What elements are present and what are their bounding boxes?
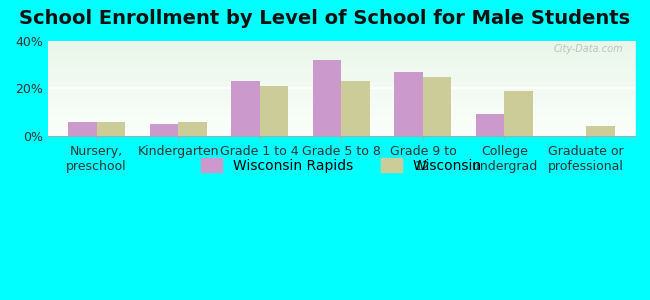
- Text: School Enrollment by Level of School for Male Students: School Enrollment by Level of School for…: [20, 9, 630, 28]
- Bar: [313, 60, 341, 136]
- Bar: [68, 122, 97, 136]
- Bar: [395, 72, 423, 136]
- Bar: [423, 76, 452, 136]
- Text: City-Data.com: City-Data.com: [554, 44, 623, 54]
- Bar: [586, 126, 615, 136]
- Bar: [231, 81, 260, 136]
- Bar: [178, 122, 207, 136]
- Bar: [150, 124, 178, 136]
- Bar: [260, 86, 289, 136]
- Bar: [341, 81, 370, 136]
- Bar: [504, 91, 533, 136]
- Bar: [97, 122, 125, 136]
- Bar: [476, 115, 504, 136]
- Legend: Wisconsin Rapids, Wisconsin: Wisconsin Rapids, Wisconsin: [195, 152, 488, 178]
